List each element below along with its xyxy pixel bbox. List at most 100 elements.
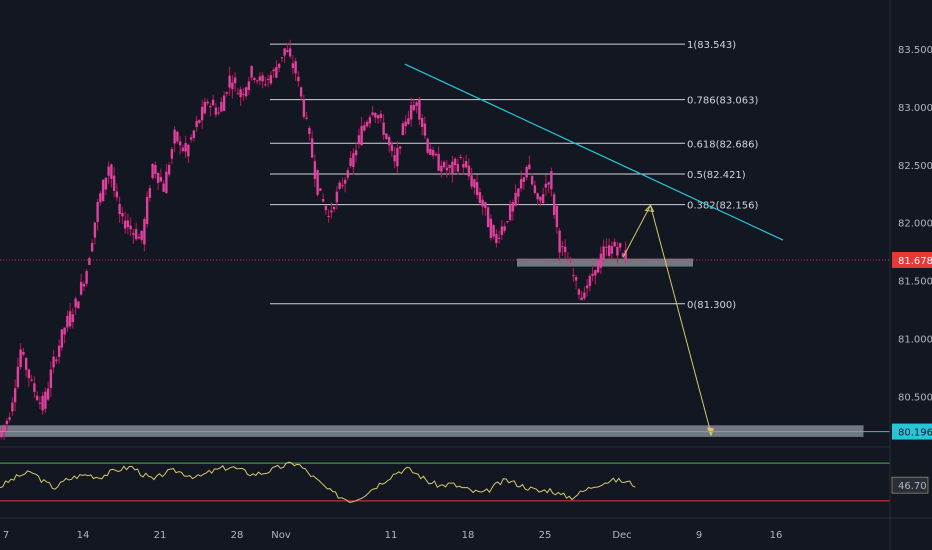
- candle-body: [599, 253, 603, 268]
- price-pane[interactable]: 1(83.543) 0.786(83.063) 0.618(82.686) 0.5(8…: [0, 39, 890, 441]
- candle-body: [376, 115, 380, 119]
- candle-body: [335, 191, 339, 203]
- candle-body: [57, 345, 61, 357]
- candle-body: [96, 202, 99, 222]
- candle-body: [35, 395, 39, 401]
- candle-body: [137, 236, 141, 239]
- candle-body: [385, 133, 388, 140]
- candle-body: [258, 76, 262, 81]
- candle-body: [448, 165, 451, 168]
- candle-body: [189, 137, 193, 140]
- candle-body: [398, 146, 402, 149]
- candle-body: [374, 112, 377, 118]
- candle-body: [616, 246, 619, 256]
- candle-body: [11, 402, 14, 412]
- candle-body: [605, 246, 608, 248]
- candle-body: [407, 118, 410, 125]
- candle-body: [184, 143, 187, 152]
- rsi-value-label: 46.70: [898, 481, 927, 492]
- candle-body: [209, 106, 212, 108]
- candle-body: [478, 192, 482, 203]
- candle-body: [569, 263, 572, 265]
- candle-body: [519, 179, 523, 189]
- candle-body: [343, 179, 347, 184]
- candle-body: [462, 164, 465, 168]
- candle-body: [132, 233, 135, 235]
- candle-body: [264, 84, 267, 86]
- candle-body: [481, 199, 484, 207]
- candle-body: [539, 196, 542, 201]
- candle-body: [401, 123, 405, 136]
- candle-body: [511, 202, 515, 212]
- candle-body: [93, 222, 97, 238]
- candle-body: [126, 220, 130, 228]
- candle-body: [145, 196, 149, 224]
- candle-body: [233, 77, 237, 84]
- candle-body: [596, 259, 600, 273]
- candle-body: [272, 69, 275, 72]
- candle-body: [297, 76, 300, 82]
- rsi-line: [0, 461, 636, 503]
- candle-body: [162, 183, 165, 192]
- candle-body: [266, 78, 270, 80]
- candle-body: [104, 177, 108, 190]
- rsi-pane[interactable]: [0, 461, 890, 503]
- candle-body: [52, 356, 55, 368]
- candle-body: [585, 285, 589, 289]
- candle-body: [206, 101, 209, 104]
- candle-body: [497, 237, 501, 239]
- candle-body: [261, 75, 264, 82]
- candle-body: [561, 246, 564, 248]
- candle-body: [324, 205, 328, 211]
- candle-body: [514, 192, 517, 206]
- candle-body: [338, 182, 341, 189]
- candle-body: [13, 388, 17, 403]
- current-price-tag-label: 81.678: [898, 256, 932, 267]
- candle-body: [60, 329, 64, 348]
- candle-body: [552, 194, 556, 215]
- fib-level-label: 0.382(82.156): [687, 201, 759, 212]
- candle-body: [332, 206, 336, 210]
- candle-body: [46, 388, 50, 400]
- candle-body: [0, 430, 3, 438]
- candle-body: [382, 122, 385, 136]
- candle-body: [547, 182, 550, 185]
- candle-body: [503, 226, 506, 231]
- price-tick-label: 83.000: [898, 103, 932, 114]
- candle-body: [484, 202, 487, 209]
- candle-body: [453, 158, 457, 166]
- candle-body: [44, 391, 47, 409]
- candle-body: [500, 226, 504, 235]
- candle-body: [66, 315, 69, 328]
- price-tick-label: 82.000: [898, 219, 932, 230]
- candle-body: [610, 246, 614, 254]
- candle-body: [41, 395, 44, 411]
- price-tick-label: 81.000: [898, 334, 932, 345]
- candle-body: [506, 221, 509, 223]
- candle-body: [294, 61, 297, 74]
- candle-body: [508, 204, 512, 221]
- candle-body: [255, 80, 259, 82]
- target-price-tag: [892, 423, 932, 440]
- candle-body: [236, 93, 240, 95]
- candle-body: [302, 99, 306, 117]
- candle-body: [5, 420, 9, 425]
- candle-body: [308, 127, 311, 134]
- candle-body: [286, 50, 289, 53]
- candle-body: [387, 136, 391, 146]
- candle-body: [321, 199, 325, 202]
- time-tick-label: 9: [696, 530, 702, 541]
- candle-body: [181, 147, 185, 151]
- candle-body: [541, 194, 545, 204]
- candle-body: [602, 246, 605, 260]
- candle-body: [574, 277, 578, 281]
- candle-body: [33, 383, 36, 392]
- candle-body: [442, 161, 446, 168]
- candle-body: [283, 48, 286, 56]
- candle-body: [360, 126, 363, 146]
- candle-body: [525, 166, 528, 178]
- candle-body: [492, 225, 495, 237]
- candle-body: [85, 271, 88, 284]
